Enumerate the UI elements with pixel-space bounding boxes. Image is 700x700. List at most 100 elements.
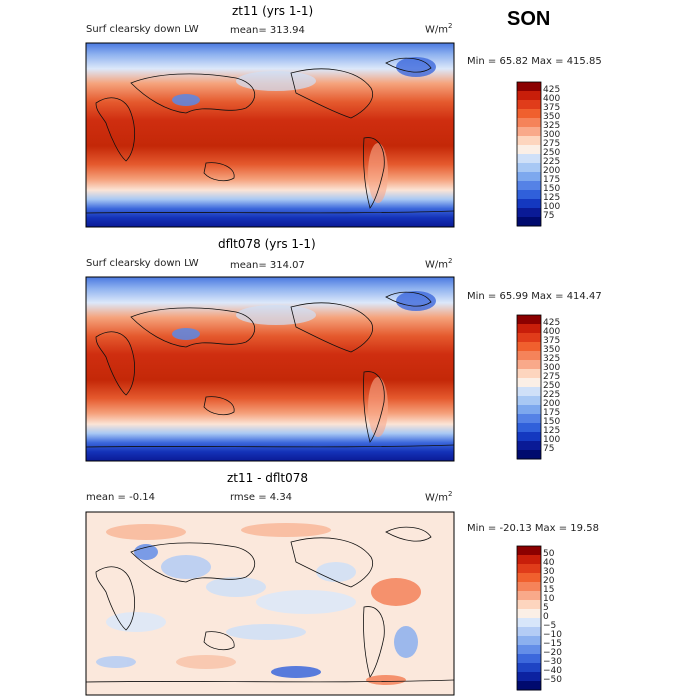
colorbar-tick-label: 225: [543, 157, 561, 167]
colorbar-swatch: [517, 145, 541, 155]
colorbar-tick-label: 400: [543, 94, 561, 104]
panel2-map: [85, 276, 455, 462]
colorbar-tick-label: −5: [543, 621, 557, 631]
panel2-units: W/m2: [425, 257, 453, 271]
colorbar-tick-label: 300: [543, 363, 561, 373]
colorbar-swatch: [517, 600, 541, 610]
colorbar-swatch: [517, 378, 541, 388]
colorbar-tick-label: 125: [543, 193, 561, 203]
panel3-rmse: rmse = 4.34: [230, 492, 293, 503]
panel2-minmax: Min = 65.99 Max = 414.47: [467, 291, 602, 302]
colorbar-swatch: [517, 136, 541, 146]
colorbar-swatch: [517, 582, 541, 592]
panel1-units: W/m2: [425, 22, 453, 36]
colorbar-swatch: [517, 154, 541, 164]
colorbar-swatch: [517, 546, 541, 556]
colorbar-swatch: [517, 423, 541, 433]
panel2-mean: mean= 314.07: [230, 260, 305, 271]
colorbar-tick-label: 250: [543, 148, 561, 158]
colorbar-tick-label: 100: [543, 202, 561, 212]
panel3-title: zt11 - dflt078: [227, 471, 309, 485]
colorbar-swatch: [517, 396, 541, 406]
colorbar-swatch: [517, 627, 541, 637]
colorbar-tick-label: −10: [543, 630, 562, 640]
colorbar-tick-label: 50: [543, 549, 555, 559]
panel1-title: zt11 (yrs 1-1): [232, 4, 314, 18]
panel1-variable: Surf clearsky down LW: [86, 24, 199, 35]
panel2-variable: Surf clearsky down LW: [86, 258, 199, 269]
colorbar-tick-label: 15: [543, 585, 555, 595]
colorbar-swatch: [517, 609, 541, 619]
colorbar-swatch: [517, 681, 541, 691]
colorbar-tick-label: 350: [543, 112, 561, 122]
colorbar-tick-label: 30: [543, 567, 555, 577]
colorbar-swatch: [517, 564, 541, 574]
colorbar-tick-label: 150: [543, 417, 561, 427]
panel1-minmax: Min = 65.82 Max = 415.85: [467, 56, 602, 67]
colorbar-tick-label: 20: [543, 576, 555, 586]
colorbar-tick-label: 175: [543, 408, 561, 418]
season-label: SON: [507, 8, 551, 30]
colorbar-tick-label: 325: [543, 354, 561, 364]
colorbar-tick-label: −50: [543, 675, 562, 685]
colorbar-tick-label: 75: [543, 211, 555, 221]
colorbar-swatch: [517, 208, 541, 218]
colorbar-tick-label: 375: [543, 336, 561, 346]
colorbar-swatch: [517, 591, 541, 601]
colorbar-swatch: [517, 618, 541, 628]
panel1-mean: mean= 313.94: [230, 25, 305, 36]
colorbar-tick-label: 425: [543, 318, 561, 328]
colorbar-tick-label: 200: [543, 399, 561, 409]
colorbar-swatch: [517, 199, 541, 209]
colorbar-tick-label: 125: [543, 426, 561, 436]
panel2-title: dflt078 (yrs 1-1): [218, 237, 316, 251]
colorbar-swatch: [517, 324, 541, 334]
panel3-minmax: Min = -20.13 Max = 19.58: [467, 523, 599, 534]
colorbar-swatch: [517, 414, 541, 424]
colorbar-tick-label: 250: [543, 381, 561, 391]
colorbar-swatch: [517, 82, 541, 92]
colorbar-tick-label: 275: [543, 372, 561, 382]
colorbar-swatch: [517, 100, 541, 110]
colorbar-tick-label: 375: [543, 103, 561, 113]
colorbar-swatch: [517, 432, 541, 442]
colorbar-tick-label: 0: [543, 612, 549, 622]
colorbar-tick-label: 100: [543, 435, 561, 445]
colorbar-swatch: [517, 172, 541, 182]
panel1-colorbar: [516, 81, 542, 227]
colorbar-tick-label: 300: [543, 130, 561, 140]
colorbar-tick-label: 275: [543, 139, 561, 149]
colorbar-tick-label: 75: [543, 444, 555, 454]
colorbar-swatch: [517, 118, 541, 128]
colorbar-tick-label: 200: [543, 166, 561, 176]
colorbar-swatch: [517, 333, 541, 343]
colorbar-swatch: [517, 127, 541, 137]
colorbar-swatch: [517, 663, 541, 673]
colorbar-swatch: [517, 109, 541, 119]
colorbar-swatch: [517, 360, 541, 370]
colorbar-swatch: [517, 405, 541, 415]
colorbar-tick-label: 40: [543, 558, 555, 568]
colorbar-tick-label: 5: [543, 603, 549, 613]
colorbar-tick-label: −30: [543, 657, 562, 667]
colorbar-swatch: [517, 342, 541, 352]
colorbar-swatch: [517, 217, 541, 227]
colorbar-swatch: [517, 387, 541, 397]
panel3-map: [85, 511, 455, 696]
colorbar-tick-label: 225: [543, 390, 561, 400]
colorbar-tick-label: 175: [543, 175, 561, 185]
colorbar-tick-label: 325: [543, 121, 561, 131]
colorbar-swatch: [517, 351, 541, 361]
colorbar-swatch: [517, 315, 541, 325]
colorbar-tick-label: 400: [543, 327, 561, 337]
colorbar-tick-label: −15: [543, 639, 562, 649]
panel3-mean: mean = -0.14: [86, 492, 155, 503]
colorbar-tick-label: 150: [543, 184, 561, 194]
colorbar-tick-label: 425: [543, 85, 561, 95]
colorbar-tick-label: 350: [543, 345, 561, 355]
colorbar-swatch: [517, 654, 541, 664]
colorbar-swatch: [517, 181, 541, 191]
colorbar-swatch: [517, 91, 541, 101]
panel3-units: W/m2: [425, 490, 453, 504]
colorbar-swatch: [517, 190, 541, 200]
